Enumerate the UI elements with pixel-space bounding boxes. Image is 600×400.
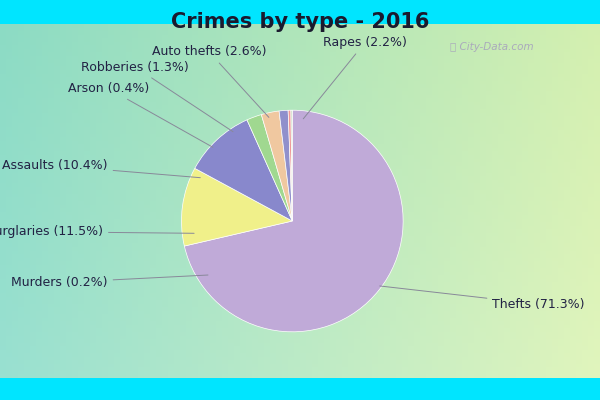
Wedge shape bbox=[288, 110, 292, 221]
Wedge shape bbox=[262, 111, 292, 221]
Text: Auto thefts (2.6%): Auto thefts (2.6%) bbox=[152, 45, 269, 117]
Text: Crimes by type - 2016: Crimes by type - 2016 bbox=[171, 12, 429, 32]
Wedge shape bbox=[279, 110, 292, 221]
Text: Murders (0.2%): Murders (0.2%) bbox=[11, 275, 208, 289]
Text: Thefts (71.3%): Thefts (71.3%) bbox=[380, 286, 585, 311]
Text: ⓘ City-Data.com: ⓘ City-Data.com bbox=[451, 42, 534, 52]
Wedge shape bbox=[195, 120, 292, 221]
Text: Assaults (10.4%): Assaults (10.4%) bbox=[2, 159, 200, 178]
Wedge shape bbox=[291, 110, 292, 221]
Text: Robberies (1.3%): Robberies (1.3%) bbox=[82, 60, 233, 132]
Wedge shape bbox=[181, 168, 292, 246]
Text: Burglaries (11.5%): Burglaries (11.5%) bbox=[0, 225, 194, 238]
Text: Rapes (2.2%): Rapes (2.2%) bbox=[303, 36, 407, 119]
Wedge shape bbox=[184, 110, 403, 332]
Wedge shape bbox=[247, 115, 292, 221]
Text: Arson (0.4%): Arson (0.4%) bbox=[68, 82, 213, 147]
